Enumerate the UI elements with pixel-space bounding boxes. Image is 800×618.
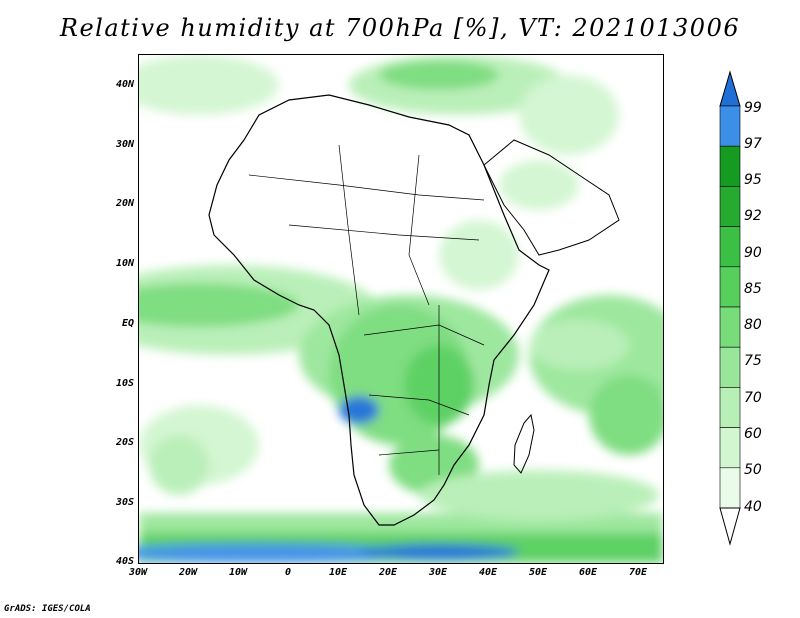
lat-label-10n: 10N [115,258,134,269]
lat-label-40n: 40N [115,79,134,90]
chart-title: Relative humidity at 700hPa [%], VT: 202… [59,14,741,42]
colorbar-label-75: 75 [744,353,762,369]
colorbar-label-40: 40 [744,499,762,515]
lon-label-30w: 30W [128,567,148,578]
colorbar-label-50: 50 [744,462,762,478]
colorbar-block [719,427,741,469]
colorbar-label-99: 99 [744,100,762,116]
lon-label-20e: 20E [378,567,398,578]
lon-label-10w: 10W [228,567,248,578]
colorbar-label-85: 85 [744,281,762,297]
lon-label-30e: 30E [428,567,448,578]
colorbar-label-60: 60 [744,426,762,442]
colorbar-label-92: 92 [744,208,762,224]
lat-label-30n: 30N [115,139,134,150]
credit-text: GrADS: IGES/COLA [4,604,91,614]
colorbar-label-97: 97 [744,136,762,152]
humidity-field [139,55,663,563]
colorbar [719,70,741,546]
colorbar-block [719,226,741,268]
map-panel [138,54,664,564]
africa-coastline [208,94,550,526]
colorbar-block [719,145,741,187]
colorbar-block [719,467,741,509]
lat-label-20n: 20N [115,198,134,209]
colorbar-block [719,346,741,388]
colorbar-label-90: 90 [744,245,762,261]
colorbar-label-80: 80 [744,317,762,333]
colorbar-label-95: 95 [744,172,762,188]
colorbar-top-arrow [719,70,741,107]
colorbar-block [719,387,741,428]
lon-label-10e: 10E [328,567,348,578]
madagascar-coastline [513,413,535,474]
lat-label-20s: 20S [115,437,134,448]
colorbar-block [719,186,741,227]
lat-label-30s: 30S [115,497,134,508]
colorbar-label-70: 70 [744,390,762,406]
arabia-coastline [483,139,620,256]
lat-label-40s: 40S [115,556,134,567]
lon-label-60e: 60E [578,567,598,578]
lon-label-20w: 20W [178,567,198,578]
lon-label-40e: 40E [478,567,498,578]
lon-label-0: 0 [284,567,292,578]
colorbar-bottom-arrow [719,507,741,546]
lon-label-70e: 70E [628,567,648,578]
colorbar-block [719,306,741,348]
colorbar-block [719,266,741,308]
lat-label-10s: 10S [115,378,134,389]
colorbar-block [719,105,741,147]
lon-label-50e: 50E [528,567,548,578]
country-borders [248,144,485,475]
lat-label-eq: EQ [121,318,134,329]
